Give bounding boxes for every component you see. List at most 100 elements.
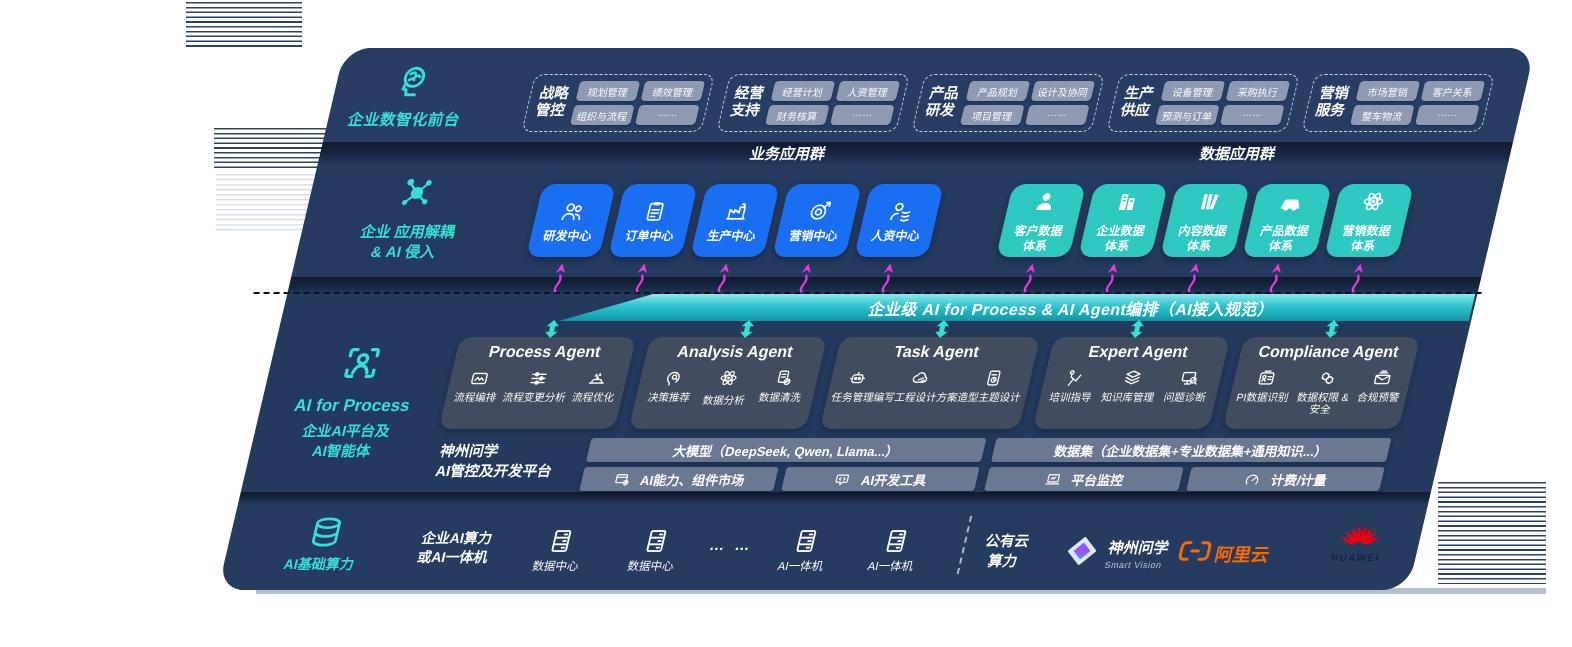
server-icon xyxy=(518,526,605,556)
ai-appliance-node: AI一体机 xyxy=(849,526,940,574)
cloud-edit-icon xyxy=(907,367,934,389)
magenta-arrow xyxy=(710,259,735,298)
module-pill: 整车物流 xyxy=(1349,105,1415,125)
ai-appliance-node: AI一体机 xyxy=(759,526,850,574)
front-office-label: 企业数智化前台 xyxy=(320,62,500,130)
hr-person-icon xyxy=(885,198,918,225)
teal-double-arrow xyxy=(540,320,563,343)
magenta-arrow xyxy=(1016,259,1041,298)
public-cloud-label: 公有云 算力 xyxy=(983,534,1031,571)
data-apps-header: 数据应用群 xyxy=(1198,146,1278,163)
card-marketing-data: 营销数据 体系 xyxy=(1323,184,1415,257)
smartvision-logo: 神州问学 Smart Vision xyxy=(1057,532,1172,575)
front-office-title: 企业数智化前台 xyxy=(345,112,462,129)
security-icon xyxy=(1314,367,1341,389)
atom-icon xyxy=(715,367,743,392)
capability-market-bar: AI能力、组件市场 xyxy=(579,467,779,491)
card-production-center: 生产中心 xyxy=(689,184,781,257)
flow-icon xyxy=(466,367,493,389)
model-bar: 大模型（DeepSeek, Qwen, Llama...） xyxy=(585,438,987,462)
module-pill: …… xyxy=(1024,105,1090,125)
card-enterprise-data: 企业数据 体系 xyxy=(1077,184,1169,257)
band-separator xyxy=(317,142,1513,166)
module-pill: 设备管理 xyxy=(1160,81,1226,101)
compliance-agent: Compliance Agent PI数据识别 数据权限 & 安全 合规预警 xyxy=(1222,337,1421,429)
brain-icon xyxy=(326,62,499,102)
module-pill: 客户关系 xyxy=(1420,81,1486,101)
card-order-center: 订单中心 xyxy=(607,184,699,257)
front-office-groups: 战略 管控 规划管理 绩效管理 组织与流程 …… 经营 支持 经营计划 人资管理 财… xyxy=(521,74,1495,132)
card-hr-center: 人资中心 xyxy=(853,184,945,257)
business-apps-header: 业务应用群 xyxy=(748,146,828,163)
stripe-decoration xyxy=(216,174,320,232)
stripe-decoration xyxy=(214,128,326,170)
server-icon xyxy=(613,526,700,556)
module-pill: …… xyxy=(634,105,700,125)
molecule-icon xyxy=(390,178,436,218)
magenta-arrow xyxy=(1180,259,1205,298)
monitor-icon xyxy=(1041,470,1064,489)
monitor-bar: 平台监控 xyxy=(984,467,1184,491)
teal-double-arrow xyxy=(1320,320,1343,343)
platform-label: 神州问学 AI管控及开发平台 xyxy=(433,444,554,481)
datacenter-node: 数据中心 xyxy=(514,526,605,574)
smartvision-diamond-icon xyxy=(1057,532,1105,575)
business-app-cards: 研发中心 订单中心 生产中心 营销中心 人资中心 xyxy=(525,184,945,257)
group-strategy: 战略 管控 规划管理 绩效管理 组织与流程 …… xyxy=(521,74,715,132)
teal-double-arrow xyxy=(1125,320,1148,343)
card-product-data: 产品数据 体系 xyxy=(1241,184,1333,257)
module-pill: 财务核算 xyxy=(764,105,830,125)
clipboard-icon xyxy=(639,198,672,225)
stripe-decoration xyxy=(1438,482,1546,584)
infra-label: AI基础算力 xyxy=(250,513,398,574)
magenta-arrow xyxy=(1344,259,1369,298)
teal-double-arrow xyxy=(735,320,758,343)
stripe-decoration xyxy=(186,2,302,48)
magenta-arrow xyxy=(792,259,817,298)
id-card-icon xyxy=(1253,367,1280,389)
aliyun-logo: 阿里云 xyxy=(1175,540,1272,567)
card-rd-center: 研发中心 xyxy=(525,184,617,257)
analysis-agent: Analysis Agent 决策推荐 数据分析 数据清洗 xyxy=(628,337,827,429)
building-icon xyxy=(1110,188,1145,220)
data-clean-icon xyxy=(771,367,798,389)
library-icon xyxy=(1192,188,1227,220)
ai-orchestration-banner: 企业级 AI for Process & AI Agent编排（AI接入规范） xyxy=(559,294,1475,321)
teal-double-arrow xyxy=(930,320,953,343)
dev-tools-bar: AI开发工具 xyxy=(780,467,980,491)
app-layer-label: 企业 应用解耦 & AI 侵入 xyxy=(314,172,507,264)
module-pill: 产品规划 xyxy=(965,81,1031,101)
factory-icon xyxy=(721,198,754,225)
training-icon xyxy=(1061,367,1088,389)
customer-icon xyxy=(1028,188,1063,220)
module-pill: 市场营销 xyxy=(1355,81,1421,101)
card-customer-data: 客户数据 体系 xyxy=(995,184,1087,257)
magenta-arrow xyxy=(1098,259,1123,298)
target-icon xyxy=(803,198,836,225)
person-scan-icon xyxy=(272,340,453,386)
architecture-panel: 企业数智化前台 战略 管控 规划管理 绩效管理 组织与流程 …… 经营 支持 经营计… xyxy=(217,48,1536,590)
ai-layer-label: AI for Process 企业AI平台及 AI智能体 xyxy=(254,340,453,462)
module-pill: 采购执行 xyxy=(1225,81,1291,101)
module-pill: 预测与订单 xyxy=(1154,105,1220,125)
module-pill: 经营计划 xyxy=(770,81,836,101)
magenta-arrow xyxy=(546,259,571,298)
ai-platform-section: 神州问学 AI管控及开发平台 大模型（DeepSeek, Qwen, Llama.… xyxy=(431,438,1392,491)
process-agent: Process Agent 流程编排 流程变更分析 流程优化 xyxy=(438,337,637,429)
card-marketing-center: 营销中心 xyxy=(771,184,863,257)
gauge-icon xyxy=(1241,470,1264,489)
module-pill: …… xyxy=(829,105,895,125)
huawei-flower-icon xyxy=(1315,524,1406,552)
team-icon xyxy=(557,198,590,225)
module-pill: 规划管理 xyxy=(575,81,641,101)
module-pill: 组织与流程 xyxy=(569,105,635,125)
huawei-logo: HUAWEI xyxy=(1312,524,1405,564)
optimize-icon xyxy=(584,367,611,389)
devtool-icon xyxy=(831,470,854,489)
band-separator xyxy=(237,492,1431,505)
data-app-cards: 客户数据 体系 企业数据 体系 内容数据 体系 产品数据 体系 营销数据 体系 xyxy=(995,184,1415,257)
server-icon xyxy=(763,526,850,556)
atom-icon xyxy=(1356,188,1391,220)
expert-agent: Expert Agent 培训指导 知识库管理 问题诊断 xyxy=(1032,337,1230,429)
magenta-arrow xyxy=(1262,259,1287,298)
